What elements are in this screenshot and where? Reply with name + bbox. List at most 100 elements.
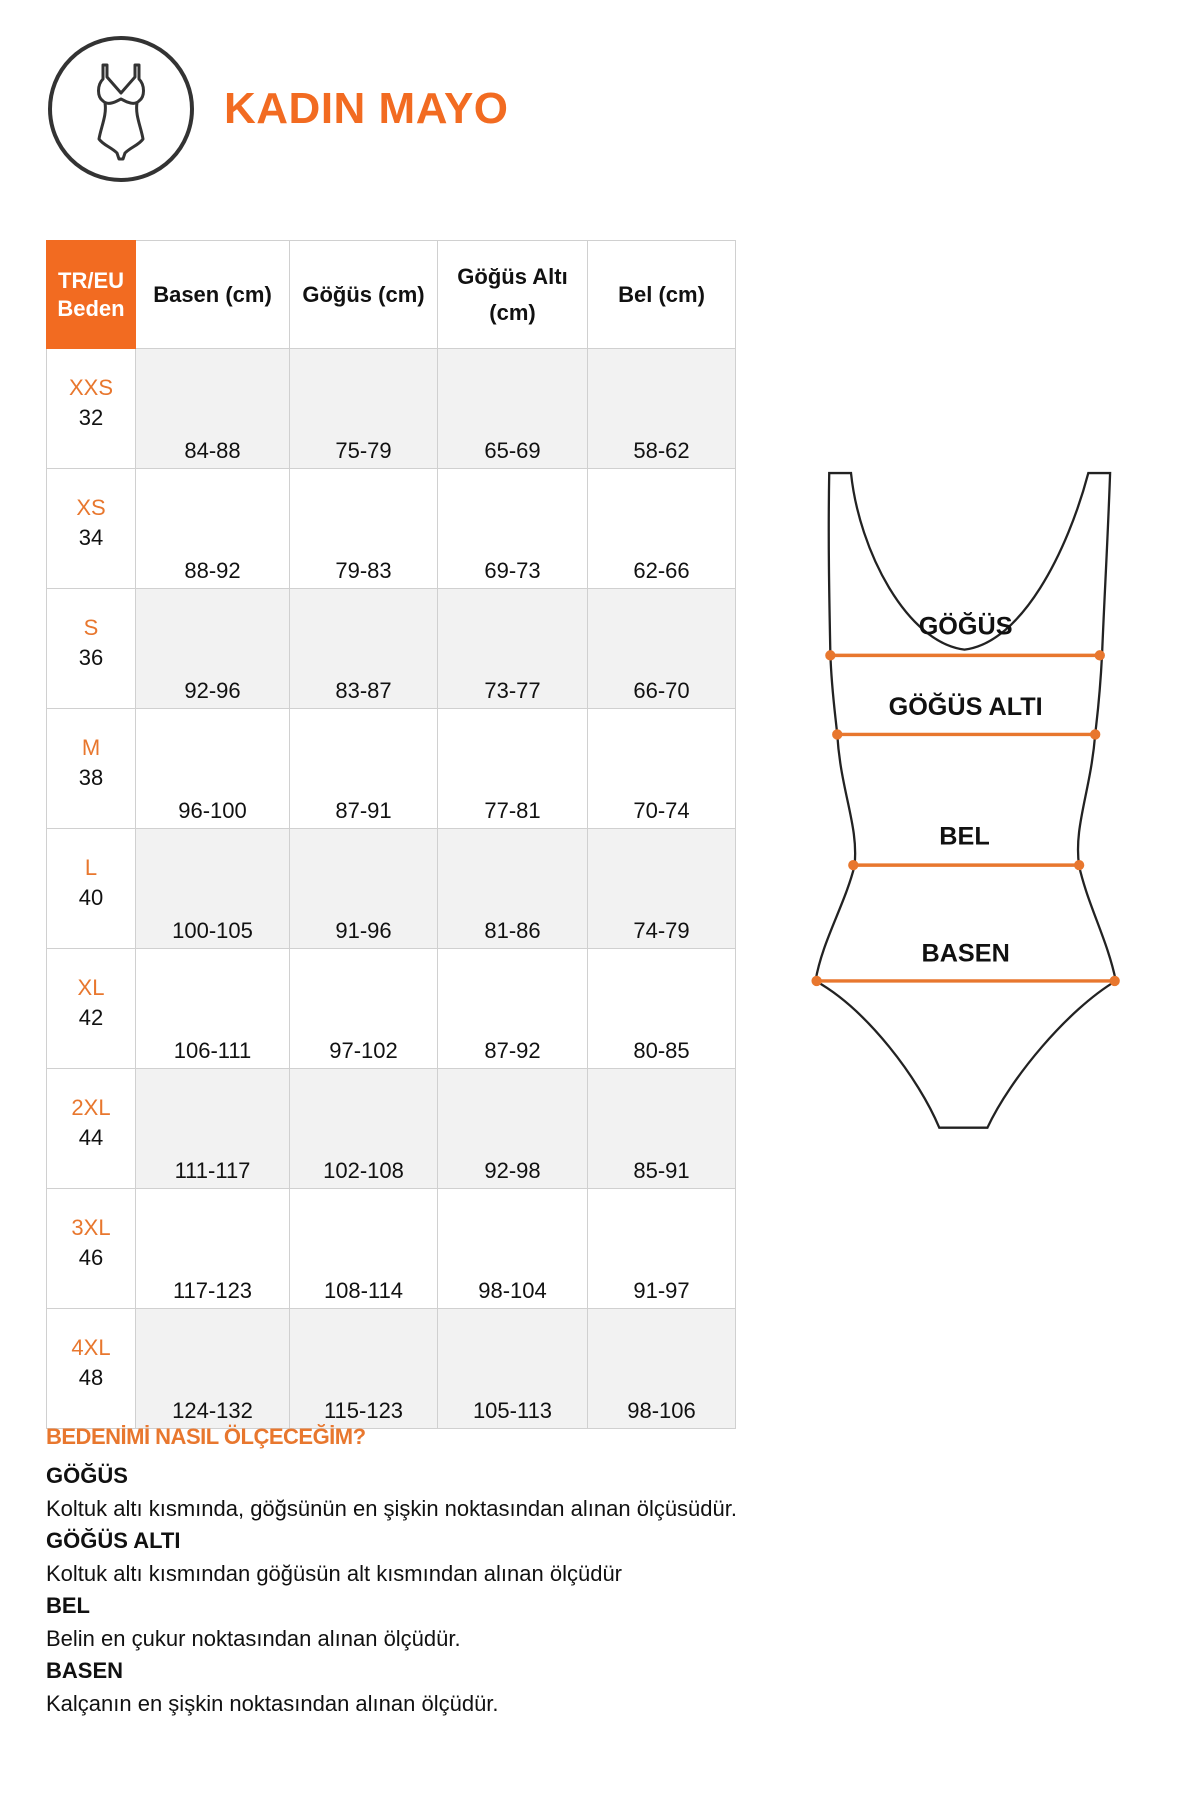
page-title: KADIN MAYO [224,84,509,133]
measure-title-gogus-alti: GÖĞÜS ALTI [46,1528,181,1553]
cell-gogus-alti: 87-92 [437,948,588,1069]
tr-size-number: 42 [78,1004,104,1030]
header-gogus-alti: Göğüs Altı (cm) [437,240,588,349]
table-row: M 38 96-100 87-91 77-81 70-74 [46,708,736,829]
how-to-heading: BEDENİMİ NASIL ÖLÇECEĞİM? [46,1424,366,1449]
size-cell: M 38 [46,708,136,829]
size-label: L [84,854,98,880]
cell-gogus-alti: 98-104 [437,1188,588,1309]
table-row: S 36 92-96 83-87 73-77 66-70 [46,588,736,709]
cell-gogus: 83-87 [289,588,438,709]
cell-gogus: 108-114 [289,1188,438,1309]
tr-size-number: 38 [78,764,104,790]
cell-gogus: 115-123 [289,1308,438,1429]
header-bel: Bel (cm) [587,240,736,349]
cell-basen: 124-132 [135,1308,290,1429]
cell-gogus: 97-102 [289,948,438,1069]
measure-text-gogus-alti: Koltuk altı kısmından göğüsün alt kısmın… [46,1561,623,1586]
tr-size-number: 48 [78,1364,104,1390]
cell-gogus: 91-96 [289,828,438,949]
cell-gogus-alti: 69-73 [437,468,588,589]
cell-gogus-alti: 77-81 [437,708,588,829]
size-cell: XL 42 [46,948,136,1069]
cell-basen: 117-123 [135,1188,290,1309]
cell-basen: 92-96 [135,588,290,709]
table-row: 3XL 46 117-123 108-114 98-104 91-97 [46,1188,736,1309]
cell-bel: 91-97 [587,1188,736,1309]
cell-bel: 85-91 [587,1068,736,1189]
cell-basen: 100-105 [135,828,290,949]
how-to-measure-section: BEDENİMİ NASIL ÖLÇECEĞİM? GÖĞÜS Koltuk a… [46,1424,946,1720]
size-cell: S 36 [46,588,136,709]
cell-gogus: 102-108 [289,1068,438,1189]
measure-title-basen: BASEN [46,1658,124,1683]
label-gogus-alti: GÖĞÜS ALTI [889,692,1043,721]
cell-gogus-alti: 65-69 [437,348,588,469]
cell-gogus-alti: 81-86 [437,828,588,949]
tr-size-number: 46 [78,1244,104,1270]
size-label: XXS [68,374,114,400]
measure-text-gogus: Koltuk altı kısmında, göğsünün en şişkin… [46,1496,737,1521]
cell-bel: 62-66 [587,468,736,589]
size-cell: L 40 [46,828,136,949]
size-label: XL [77,974,105,1000]
size-cell: 4XL 48 [46,1308,136,1429]
size-label: 4XL [71,1334,111,1360]
header-gogus: Göğüs (cm) [289,240,438,349]
measure-text-bel: Belin en çukur noktasından alınan ölçüdü… [46,1626,461,1651]
size-chart-table: TR/EU Beden Basen (cm) Göğüs (cm) Göğüs A… [46,240,736,1429]
tr-size-number: 32 [78,404,104,430]
swimsuit-outline [814,471,1118,1129]
table-row: XL 42 106-111 97-102 87-92 80-85 [46,948,736,1069]
size-cell: 2XL 44 [46,1068,136,1189]
size-label: S [83,614,99,640]
cell-gogus: 79-83 [289,468,438,589]
label-basen: BASEN [922,939,1010,967]
cell-bel: 98-106 [587,1308,736,1429]
size-cell: XXS 32 [46,348,136,469]
table-row: L 40 100-105 91-96 81-86 74-79 [46,828,736,949]
size-label: XS [76,494,106,520]
table-row: XS 34 88-92 79-83 69-73 62-66 [46,468,736,589]
header-size-line2: Beden [57,295,125,321]
cell-bel: 80-85 [587,948,736,1069]
label-bel: BEL [939,823,989,851]
size-cell: 3XL 46 [46,1188,136,1309]
size-label: M [81,734,101,760]
measure-title-bel: BEL [46,1593,90,1618]
header-gogus-alti-line1: Göğüs Altı [457,263,568,289]
table-header-row: TR/EU Beden Basen (cm) Göğüs (cm) Göğüs A… [46,240,736,349]
header-size-line1: TR/EU [58,267,124,293]
size-label: 3XL [71,1214,111,1240]
cell-bel: 74-79 [587,828,736,949]
cell-basen: 88-92 [135,468,290,589]
cell-bel: 70-74 [587,708,736,829]
cell-gogus-alti: 105-113 [437,1308,588,1429]
header-size: TR/EU Beden [46,240,136,349]
cell-basen: 106-111 [135,948,290,1069]
body-measurement-diagram: GÖĞÜS GÖĞÜS ALTI BEL BASEN [811,471,1120,1129]
cell-gogus-alti: 92-98 [437,1068,588,1189]
label-gogus: GÖĞÜS [919,612,1013,641]
tr-size-number: 44 [78,1124,104,1150]
cell-gogus: 75-79 [289,348,438,469]
cell-bel: 66-70 [587,588,736,709]
cell-gogus-alti: 73-77 [437,588,588,709]
cell-basen: 111-117 [135,1068,290,1189]
cell-basen: 84-88 [135,348,290,469]
table-row: 2XL 44 111-117 102-108 92-98 85-91 [46,1068,736,1189]
cell-gogus: 87-91 [289,708,438,829]
tr-size-number: 34 [78,524,104,550]
table-row: 4XL 48 124-132 115-123 105-113 98-106 [46,1308,736,1429]
tr-size-number: 40 [78,884,104,910]
cell-basen: 96-100 [135,708,290,829]
cell-bel: 58-62 [587,348,736,469]
tr-size-number: 36 [78,644,104,670]
table-row: XXS 32 84-88 75-79 65-69 58-62 [46,348,736,469]
size-cell: XS 34 [46,468,136,589]
swimsuit-icon [48,36,194,182]
measure-title-gogus: GÖĞÜS [46,1463,128,1488]
header-gogus-alti-line2: (cm) [489,299,536,325]
size-label: 2XL [71,1094,111,1120]
measure-text-basen: Kalçanın en şişkin noktasından alınan öl… [46,1691,499,1716]
